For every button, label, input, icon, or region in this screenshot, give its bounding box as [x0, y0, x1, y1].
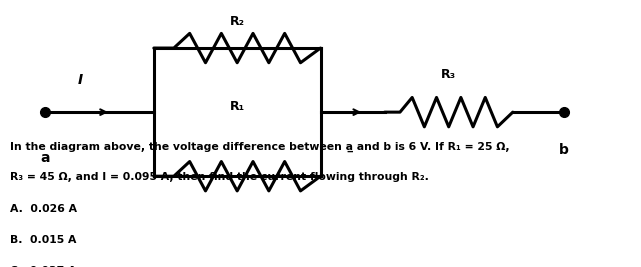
Text: a: a — [40, 151, 49, 164]
Text: b: b — [559, 143, 569, 156]
Text: R₁: R₁ — [229, 100, 245, 113]
Text: A.  0.026 A: A. 0.026 A — [10, 204, 77, 214]
Text: R₃: R₃ — [441, 68, 456, 81]
Text: I: I — [78, 73, 83, 87]
Text: In the diagram above, the voltage difference between a̲ and b is 6 V. If R₁ = 25: In the diagram above, the voltage differ… — [10, 142, 509, 152]
Text: C.  0.037 A: C. 0.037 A — [10, 266, 76, 267]
Text: R₃ = 45 Ω, and I = 0.095 A, then find the current flowing through R₂.: R₃ = 45 Ω, and I = 0.095 A, then find th… — [10, 172, 428, 182]
Text: B.  0.015 A: B. 0.015 A — [10, 235, 76, 245]
Text: R₂: R₂ — [229, 15, 245, 28]
